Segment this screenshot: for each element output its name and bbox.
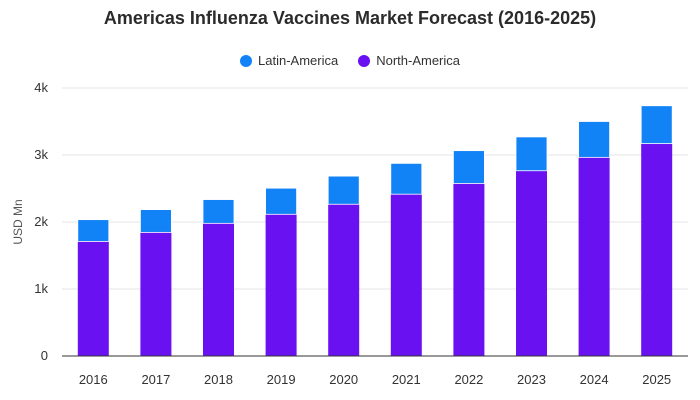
bar-north-america-2018 — [203, 223, 234, 356]
bar-north-america-2021 — [390, 194, 422, 356]
x-tick-label: 2025 — [642, 372, 671, 387]
bar-north-america-2022 — [453, 183, 485, 356]
x-tick-label: 2018 — [204, 372, 233, 387]
y-tick-label: 2k — [34, 214, 48, 229]
x-tick-label: 2024 — [580, 372, 609, 387]
bar-latin-america-2023 — [515, 136, 548, 172]
chart-title: Americas Influenza Vaccines Market Forec… — [103, 8, 597, 28]
x-tick-label: 2019 — [267, 372, 296, 387]
x-tick-label: 2017 — [141, 372, 170, 387]
bar-north-america-2023 — [516, 170, 547, 356]
bar-latin-america-2020 — [327, 175, 360, 205]
legend-swatch-latin-america — [240, 54, 252, 67]
legend-item-latin-america[interactable]: Latin-America — [240, 53, 338, 68]
bar-latin-america-2024 — [578, 121, 610, 158]
bar-latin-america-2019 — [265, 187, 298, 215]
bar-north-america-2017 — [140, 232, 172, 356]
x-tick-label: 2020 — [329, 372, 358, 387]
bar-latin-america-2016 — [77, 219, 110, 242]
x-tick-label: 2021 — [392, 372, 421, 387]
legend-label-latin-america: Latin-America — [258, 53, 339, 68]
bar-latin-america-2022 — [452, 150, 485, 184]
bar-latin-america-2021 — [390, 162, 423, 195]
bar-latin-america-2018 — [202, 199, 235, 224]
y-tick-label: 4k — [34, 80, 48, 95]
bar-north-america-2024 — [578, 157, 610, 356]
legend-item-north-america[interactable]: North-America — [358, 53, 460, 68]
bar-north-america-2016 — [77, 241, 109, 356]
x-tick-label: 2022 — [454, 372, 483, 387]
bar-north-america-2025 — [641, 143, 673, 356]
bar-latin-america-2017 — [139, 209, 172, 233]
bar-north-america-2019 — [265, 214, 297, 356]
legend: Latin-America North-America — [0, 53, 700, 68]
y-tick-label: 3k — [34, 147, 48, 162]
legend-swatch-north-america — [358, 54, 371, 67]
x-tick-label: 2016 — [79, 372, 108, 387]
legend-label-north-america: North-America — [376, 53, 460, 68]
y-tick-label: 1k — [34, 281, 48, 296]
y-axis-title: USD Mn — [11, 199, 25, 244]
bar-latin-america-2025 — [640, 105, 673, 145]
x-tick-label: 2023 — [517, 372, 546, 387]
y-tick-label: 0 — [41, 348, 48, 363]
bar-north-america-2020 — [328, 204, 360, 356]
